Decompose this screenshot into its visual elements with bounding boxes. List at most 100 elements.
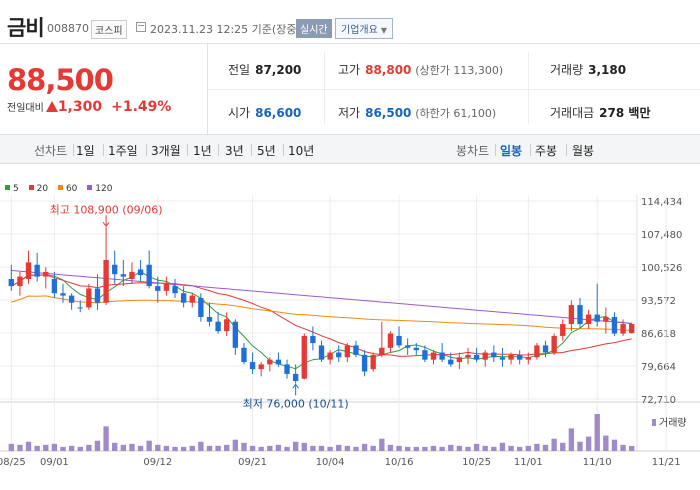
volume-bar [353,446,359,451]
period-weekly[interactable]: 주봉 [535,144,558,158]
candle-body [508,354,514,360]
quote-table: 전일 87,200 고가 88,800 (상한가 113,300) 거래량 3,180… [208,44,700,134]
calendar-icon [136,22,146,32]
volume-bar [301,442,307,451]
y-tick-label: 114,434 [641,197,682,208]
volume-bar [284,446,290,451]
volume-bar [267,445,273,451]
volume-bar [336,444,342,451]
legend-ma20: 20 [28,184,48,194]
candle-body [310,335,316,344]
candle-body [232,321,239,348]
volume-bar [86,444,92,451]
quote-datetime: 2023.11.23 12:25 기준(장중) [150,23,301,36]
volume-bar [8,443,14,451]
candle-body [542,345,549,353]
candlestick-chart[interactable]: 114,434 107,480 100,526 93,572 86,618 79,664 7… [0,164,700,490]
ma60-line [11,295,632,331]
volume-bar [551,438,557,451]
max-arrow [102,221,110,228]
volume-bar [327,446,333,451]
max-label: 최고 108,900 (09/06) [50,203,163,216]
candle-body [577,305,583,325]
candle-body [629,324,635,334]
volume-bar [189,445,195,451]
period-daily[interactable]: 일봉 [500,144,523,158]
volume-bar [163,445,170,451]
period-1w[interactable]: 1주일 [108,144,138,158]
y-tick-label: 79,664 [641,362,676,373]
realtime-button[interactable]: 실시간 [296,19,332,38]
candle-body [249,362,256,370]
company-info-label: 기업개요 [341,25,378,36]
volume-bar [439,446,445,451]
candle-body [361,354,368,372]
candle-body [172,286,178,294]
volume-bar [361,443,368,451]
candle-body [594,314,600,322]
candle-body [439,352,445,360]
candle-body [34,264,40,277]
candle-body [568,305,575,325]
volume-bar [499,442,506,451]
volume-bar [448,444,454,451]
candle-body [473,354,480,360]
trade-amount: 거래대금 278 백만 [550,106,651,120]
candle-body [77,307,83,309]
candle-body [430,352,437,360]
volume-bar [620,444,626,451]
candle-body [422,350,428,360]
volume-bar [94,440,101,451]
volume-bar [77,446,83,451]
candle-body [60,293,66,296]
col-divider [324,52,325,124]
candle-body [146,264,152,287]
candle-body [17,276,23,287]
candle-body [482,352,488,360]
candle-body [241,347,247,363]
price-change: 전일대비 1,300 +1.49% [7,99,171,115]
candle-body [267,359,273,365]
x-tick-label: 10/04 [316,457,345,468]
volume-bar [517,446,523,451]
company-info-dropdown[interactable]: 기업개요 ▼ [335,18,393,39]
candle-body [353,345,359,355]
min-arrow [292,383,300,389]
period-5y[interactable]: 5년 [257,144,276,158]
x-tick-label: 10/25 [462,457,491,468]
period-1y[interactable]: 1년 [193,144,212,158]
volume-bar [198,441,204,451]
period-monthly[interactable]: 월봉 [572,144,595,158]
candle-body [534,345,540,358]
x-tick-label: 11/01 [514,457,543,468]
volume-bar [387,444,394,451]
volume-bar [112,442,118,451]
candle-body [284,364,290,374]
volume-bar [241,442,247,451]
volume-bar [482,445,488,451]
volume-bar [129,443,135,451]
candle-body [292,373,299,382]
volume-bar [585,436,592,451]
volume-bar [525,445,531,451]
period-3y[interactable]: 3년 [225,144,244,158]
y-tick-label: 86,618 [641,329,676,340]
candle-body [180,293,187,303]
x-tick-label: 09/01 [40,457,69,468]
volume-bar [224,444,230,451]
volume-bar [146,440,152,451]
volume-bar [310,445,316,451]
y-tick-label: 72,710 [641,395,676,406]
candle-body [396,335,402,346]
candle-body [603,316,609,322]
candle-body [499,357,506,360]
change-percent: +1.49% [111,99,172,115]
period-10y[interactable]: 10년 [288,144,315,158]
x-tick-label: 10/16 [385,457,414,468]
candle-body [448,359,454,365]
legend-ma60: 60 [57,184,77,194]
period-3m[interactable]: 3개월 [151,144,181,158]
volume-bar [611,439,618,451]
period-1d[interactable]: 1일 [76,144,95,158]
current-price: 88,500 [7,63,114,97]
